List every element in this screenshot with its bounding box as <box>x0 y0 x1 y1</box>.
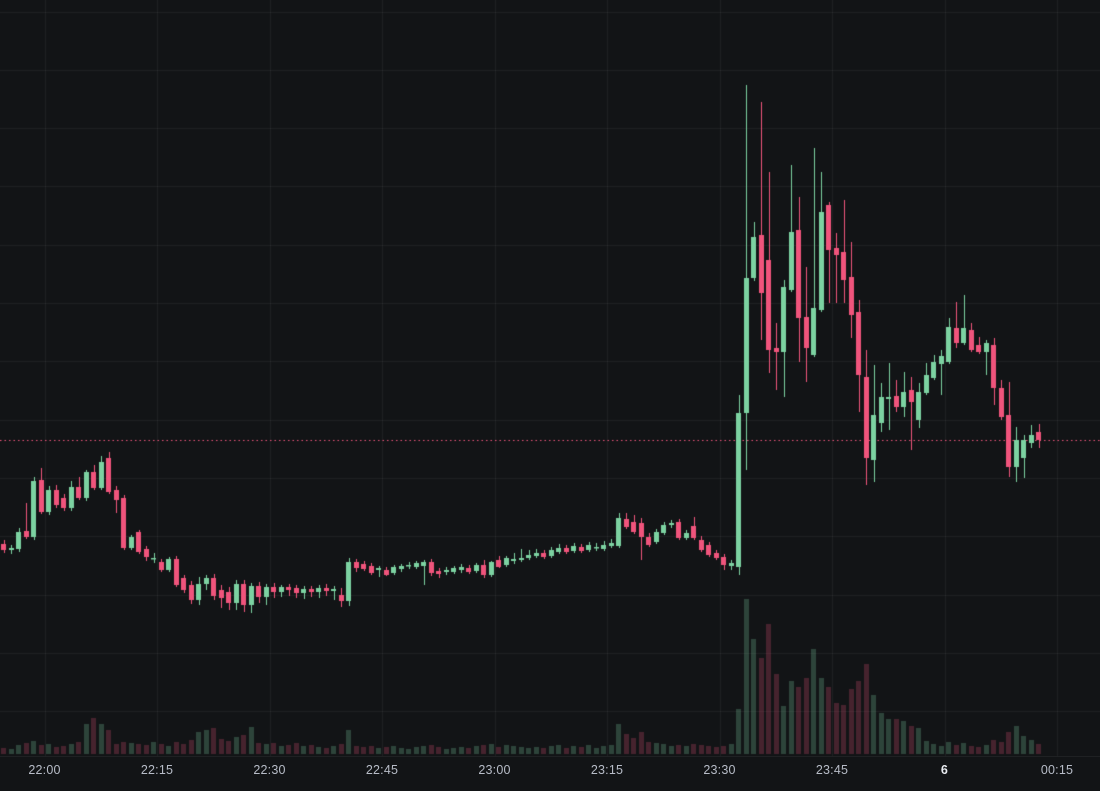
time-axis-label: 23:00 <box>478 763 511 777</box>
time-axis-label: 23:15 <box>590 763 624 777</box>
time-axis-label: 22:30 <box>253 763 286 777</box>
time-axis[interactable]: 22:00 22:15 22:30 22:45 23:00 23:15 23:3… <box>0 756 1100 791</box>
time-axis-label: 22:00 <box>28 763 61 777</box>
time-axis-label: 22:45 <box>365 763 399 777</box>
time-axis-label: 00:15 <box>1040 763 1074 777</box>
time-axis-label: 23:30 <box>703 763 736 777</box>
time-axis-label: 23:45 <box>815 763 849 777</box>
day-marker-label: 6 <box>940 763 949 777</box>
time-axis-label: 22:15 <box>140 763 174 777</box>
